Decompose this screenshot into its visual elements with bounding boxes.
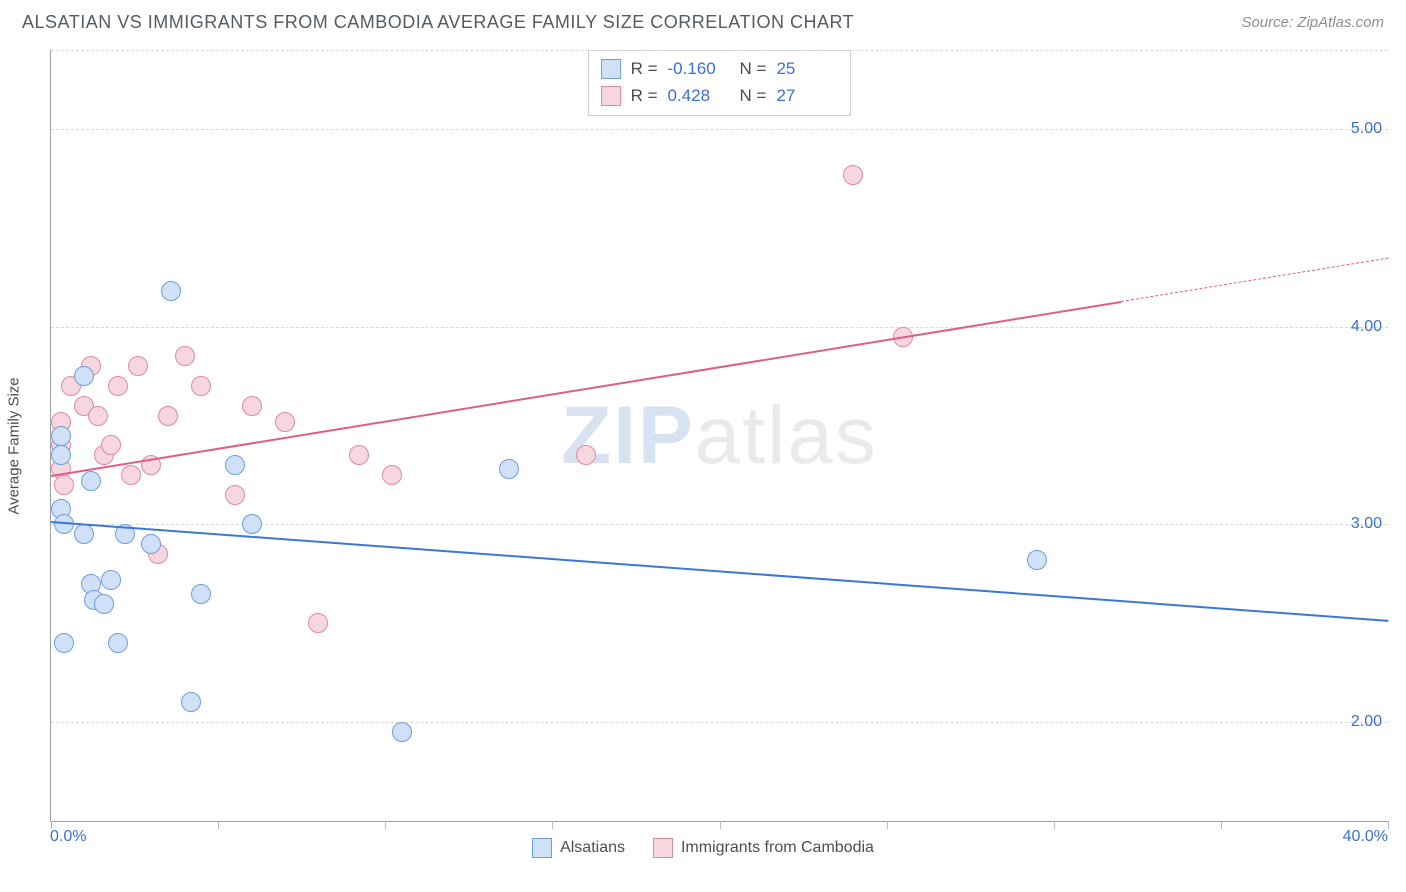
gridline — [51, 129, 1388, 130]
legend-label: Alsatians — [560, 839, 625, 857]
data-point-cambodia — [843, 165, 863, 185]
data-point-cambodia — [128, 356, 148, 376]
y-tick-label: 2.00 — [1351, 713, 1382, 731]
data-point-alsatians — [108, 633, 128, 653]
stats-legend-row: R = -0.160 N = 25 — [601, 55, 839, 82]
legend-swatch — [653, 838, 673, 858]
data-point-alsatians — [74, 366, 94, 386]
plot-area: ZIPatlas R = -0.160 N = 25 R = 0.428 N = 27 2.0… — [50, 50, 1388, 822]
data-point-alsatians — [242, 514, 262, 534]
y-axis-title: Average Family Size — [6, 377, 23, 514]
data-point-alsatians — [181, 692, 201, 712]
data-point-alsatians — [1027, 550, 1047, 570]
data-point-cambodia — [54, 475, 74, 495]
data-point-cambodia — [382, 465, 402, 485]
data-point-alsatians — [51, 445, 71, 465]
data-point-cambodia — [242, 396, 262, 416]
data-point-cambodia — [576, 445, 596, 465]
legend-swatch — [601, 86, 621, 106]
data-point-cambodia — [158, 406, 178, 426]
chart-header: ALSATIAN VS IMMIGRANTS FROM CAMBODIA AVE… — [0, 0, 1406, 41]
data-point-alsatians — [499, 459, 519, 479]
data-point-alsatians — [81, 471, 101, 491]
data-point-cambodia — [275, 412, 295, 432]
n-value: 25 — [776, 55, 838, 82]
trend-line-cambodia — [1121, 258, 1389, 302]
data-point-alsatians — [54, 633, 74, 653]
legend-label: Immigrants from Cambodia — [681, 839, 874, 857]
r-label: R = — [631, 55, 658, 82]
n-label: N = — [740, 82, 767, 109]
data-point-alsatians — [101, 570, 121, 590]
data-point-cambodia — [108, 376, 128, 396]
data-point-alsatians — [51, 426, 71, 446]
data-point-alsatians — [225, 455, 245, 475]
data-point-alsatians — [161, 281, 181, 301]
data-point-alsatians — [141, 534, 161, 554]
r-label: R = — [631, 82, 658, 109]
legend-item-cambodia: Immigrants from Cambodia — [653, 838, 874, 858]
data-point-cambodia — [349, 445, 369, 465]
data-point-cambodia — [308, 613, 328, 633]
legend-swatch — [532, 838, 552, 858]
chart-title: ALSATIAN VS IMMIGRANTS FROM CAMBODIA AVE… — [22, 12, 854, 33]
y-tick-label: 5.00 — [1351, 120, 1382, 138]
legend-swatch — [601, 59, 621, 79]
trend-line-alsatians — [51, 521, 1388, 622]
plot-canvas: ZIPatlas R = -0.160 N = 25 R = 0.428 N = 27 2.0… — [50, 50, 1388, 822]
chart-source: Source: ZipAtlas.com — [1241, 14, 1384, 31]
r-value: -0.160 — [668, 55, 730, 82]
n-value: 27 — [776, 82, 838, 109]
x-tick — [1388, 821, 1389, 829]
data-point-alsatians — [94, 594, 114, 614]
n-label: N = — [740, 55, 767, 82]
gridline — [51, 327, 1388, 328]
data-point-cambodia — [225, 485, 245, 505]
y-tick-label: 4.00 — [1351, 318, 1382, 336]
y-tick-label: 3.00 — [1351, 515, 1382, 533]
gridline — [51, 50, 1388, 51]
data-point-cambodia — [101, 435, 121, 455]
watermark: ZIPatlas — [561, 389, 878, 483]
legend-item-alsatians: Alsatians — [532, 838, 625, 858]
data-point-alsatians — [392, 722, 412, 742]
stats-legend-row: R = 0.428 N = 27 — [601, 82, 839, 109]
gridline — [51, 722, 1388, 723]
series-legend: Alsatians Immigrants from Cambodia — [0, 838, 1406, 858]
stats-legend: R = -0.160 N = 25 R = 0.428 N = 27 — [588, 50, 852, 116]
data-point-cambodia — [191, 376, 211, 396]
data-point-alsatians — [74, 524, 94, 544]
data-point-cambodia — [175, 346, 195, 366]
data-point-cambodia — [121, 465, 141, 485]
data-point-cambodia — [88, 406, 108, 426]
r-value: 0.428 — [668, 82, 730, 109]
data-point-alsatians — [191, 584, 211, 604]
